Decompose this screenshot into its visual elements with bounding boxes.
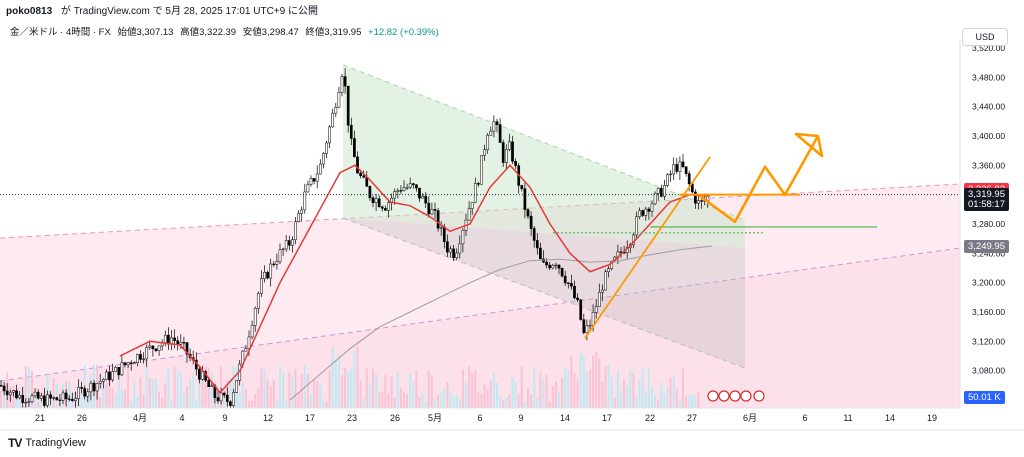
currency-button[interactable]: USD bbox=[962, 28, 1008, 46]
time-tick-label: 14 bbox=[560, 413, 570, 423]
low-value: 安値3,298.47 bbox=[242, 27, 299, 38]
time-tick-label: 14 bbox=[885, 413, 895, 423]
price-tick-label: 3,440.00 bbox=[972, 102, 1005, 112]
time-tick-label: 9 bbox=[518, 413, 523, 423]
price-tag: 01:58:17 bbox=[964, 198, 1009, 212]
open-value: 始値3,307.13 bbox=[117, 27, 174, 38]
tradingview-brand[interactable]: TV TradingView bbox=[8, 436, 86, 450]
time-tick-label: 19 bbox=[927, 413, 937, 423]
time-tick-label: 23 bbox=[347, 413, 357, 423]
economic-event-icons[interactable] bbox=[707, 390, 765, 402]
time-tick-label: 9 bbox=[222, 413, 227, 423]
time-tick-label: 4月 bbox=[133, 413, 147, 423]
time-tick-label: 6 bbox=[477, 413, 482, 423]
price-tick-label: 3,120.00 bbox=[972, 336, 1005, 346]
time-tick-label: 22 bbox=[645, 413, 655, 423]
price-tick-label: 3,480.00 bbox=[972, 72, 1005, 82]
uptrend-line bbox=[584, 156, 711, 339]
fast-moving-average bbox=[119, 164, 711, 394]
time-tick-label: 6 bbox=[802, 413, 807, 423]
slow-moving-average bbox=[289, 245, 713, 401]
brand-name: TradingView bbox=[25, 437, 86, 449]
publish-header: poko0813 が TradingView.com で 5月 28, 2025… bbox=[6, 4, 318, 20]
high-value: 高値3,322.39 bbox=[180, 27, 237, 38]
price-tick-label: 3,280.00 bbox=[972, 219, 1005, 229]
symbol-label[interactable]: 金／米ドル · 4時間 · FX bbox=[10, 27, 111, 38]
price-tick-label: 3,400.00 bbox=[972, 131, 1005, 141]
price-tick-label: 3,160.00 bbox=[972, 307, 1005, 317]
change-value: +12.82 (+0.39%) bbox=[368, 27, 439, 38]
time-tick-label: 12 bbox=[263, 413, 273, 423]
close-value: 終値3,319.95 bbox=[305, 27, 362, 38]
time-tick-label: 6月 bbox=[743, 413, 757, 423]
price-tick-label: 3,080.00 bbox=[972, 366, 1005, 376]
price-tick-label: 3,520.00 bbox=[972, 43, 1005, 53]
projection-path bbox=[699, 135, 820, 224]
tradingview-logo-icon: TV bbox=[8, 436, 22, 450]
price-tick-label: 3,360.00 bbox=[972, 160, 1005, 170]
price-tick-label: 3,200.00 bbox=[972, 278, 1005, 288]
price-tick-label: 3,240.00 bbox=[972, 248, 1005, 258]
time-tick-label: 17 bbox=[305, 413, 315, 423]
time-tick-label: 4 bbox=[179, 413, 184, 423]
price-tag: 50.01 K bbox=[964, 390, 1005, 404]
projection-arrowhead bbox=[794, 132, 824, 158]
time-axis[interactable]: 21 26 4月 4 9 12 17 23 26 5月 6 9 14 17 22 27 6月 6 11 14 19 bbox=[35, 413, 937, 423]
candles bbox=[0, 68, 710, 408]
time-tick-label: 26 bbox=[77, 413, 87, 423]
author-name[interactable]: poko0813 bbox=[6, 6, 53, 17]
time-tick-label: 26 bbox=[390, 413, 400, 423]
falling-wedge-upper-fill bbox=[343, 65, 745, 248]
publish-info: が TradingView.com で 5月 28, 2025 17:01 UT… bbox=[60, 6, 318, 17]
time-tick-label: 21 bbox=[35, 413, 45, 423]
time-tick-label: 5月 bbox=[428, 413, 442, 423]
ohlc-legend: 金／米ドル · 4時間 · FX 始値3,307.13 高値3,322.39 安… bbox=[10, 26, 443, 40]
time-tick-label: 11 bbox=[843, 413, 852, 423]
price-tag: 3,319.95 bbox=[964, 188, 1009, 202]
time-tick-label: 27 bbox=[687, 413, 697, 423]
price-tag: 3,249.95 bbox=[964, 239, 1009, 253]
time-tick-label: 17 bbox=[602, 413, 612, 423]
price-axis[interactable]: 3,520.00 3,480.00 3,440.00 3,400.00 3,360.00… bbox=[972, 43, 1005, 405]
